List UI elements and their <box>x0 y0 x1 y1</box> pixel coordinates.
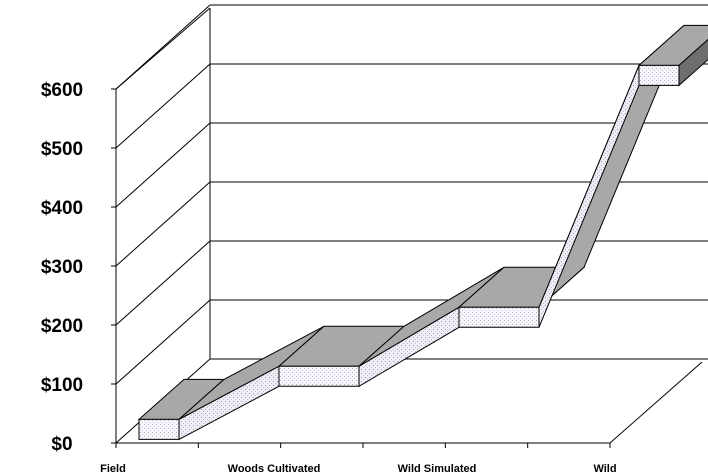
ribbon-front-face <box>638 64 680 86</box>
gridline-depth <box>115 181 211 267</box>
x-tick-label: Wild Simulated <box>398 463 477 475</box>
y-tick-label: $0 <box>51 434 72 455</box>
ribbon-front-face <box>458 306 540 328</box>
grid <box>115 4 708 444</box>
gridline-depth <box>115 63 211 149</box>
y-tick-label: $200 <box>41 316 83 337</box>
axes <box>111 7 703 448</box>
y-tick-label: $500 <box>41 139 83 160</box>
ribbon-front-face <box>138 418 180 440</box>
ribbon-front-face <box>278 365 360 387</box>
left-wall-top-edge <box>115 7 211 90</box>
y-tick-label: $600 <box>41 80 83 101</box>
x-tick-label: Woods Cultivated <box>228 463 321 475</box>
x-tick-label: Wild <box>593 463 616 475</box>
y-tick-labels: $0 $100 $200 $300 $400 $500 $600 <box>41 80 83 455</box>
x-tick-labels: Field Woods Cultivated Wild Simulated Wild <box>100 463 616 475</box>
gridline-depth <box>115 122 211 208</box>
ribbon-end-cap <box>678 38 708 87</box>
ribbon-front-face <box>538 65 640 328</box>
y-tick-label: $100 <box>41 375 83 396</box>
series-ribbon <box>137 24 708 441</box>
gridline-depth <box>115 299 211 385</box>
y-tick-label: $400 <box>41 198 83 219</box>
gridline-depth <box>115 240 211 326</box>
x-tick-label: Field <box>100 463 126 475</box>
floor-right-edge <box>609 361 703 444</box>
y-tick-label: $300 <box>41 257 83 278</box>
